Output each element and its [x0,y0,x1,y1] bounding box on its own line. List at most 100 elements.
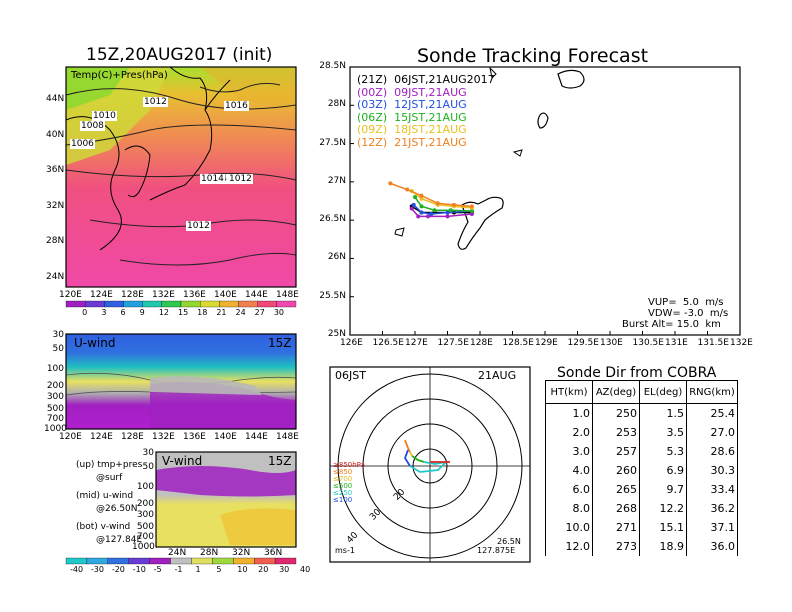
wind-colorbar-label: -10 [132,565,146,574]
hodograph [330,367,530,562]
temp-colorbar-label: 18 [197,308,208,317]
vwind-pres-label: 200 [136,499,154,509]
pressure-label: 1010 [92,111,117,121]
wind-colorbar-label: -40 [70,565,84,574]
temp-colorbar-segment [257,300,277,308]
map-lat-label: 44N [46,94,65,104]
wind-colorbar-segment [254,557,276,565]
temp-colorbar-label: 30 [273,308,285,317]
track-point [445,214,450,219]
cobra-row: 3.0 257 5.3 28.6 [545,442,738,461]
uwind-pres-label: 1000 [44,424,67,434]
temp-colorbar-segment [238,300,258,308]
map-lon-label: 124E [90,290,113,300]
hodo-trace-segment [409,451,413,457]
hodo-time: 06JST [335,369,366,382]
tracking-lon-label: 126.5E [372,338,404,348]
uwind-pres-label: 700 [46,414,64,424]
vwind-pres-label: 50 [142,462,154,472]
legend-mid-2: @26.50N [96,504,138,514]
cobra-cell: 265 [592,480,640,499]
track-point [388,181,393,186]
temp-colorbar-segment [85,300,105,308]
uwind-lon-label: 128E [121,432,144,442]
hodo-trace-segment [411,455,425,463]
uwind-time: 15Z [268,336,292,350]
cobra-cell: 257 [592,442,640,461]
cobra-cell: 12.2 [639,499,687,518]
legend-mid-1: (mid) u-wind [76,491,134,501]
track-point [429,212,434,217]
map-lon-label: 128E [121,290,144,300]
track-point [469,208,474,213]
cobra-cell: 36.0 [686,537,738,556]
pressure-label: 1008 [80,121,105,131]
cobra-cell: 5.3 [639,442,687,461]
wind-colorbar-label: -5 [153,565,162,574]
tracking-legend-entry: (06Z) 15JST,21AUG [357,110,467,124]
uwind-lon-label: 132E [152,432,175,442]
cobra-cell: 30.3 [686,461,738,480]
tracking-lon-label: 128.5E [502,338,534,348]
map-lon-label: 136E [183,290,206,300]
legend-bot-2: @127.84E [96,535,143,545]
map-field-label: Temp(C)+Pres(hPa) [71,70,168,81]
cobra-row: 8.0 268 12.2 36.2 [545,499,738,518]
cobra-header: RNG(km) [686,380,738,404]
hodo-legend-entry: ≥850hPa [333,461,365,469]
tracking-lat-label: 25N [327,329,346,339]
wind-colorbar-label: 10 [237,565,248,574]
track-point [409,206,414,211]
cobra-cell: 260 [592,461,640,480]
track-point [405,187,410,192]
param-burst: Burst Alt= 15.0 km [622,319,721,330]
tracking-lon-label: 130.5E [632,338,664,348]
temp-colorbar-segment [276,300,297,308]
track-point [419,210,424,215]
cobra-table-wrap: HT(km) AZ(deg) EL(deg) RNG(km) 1.0 250 1.5 25.… [545,380,738,556]
cobra-cell: 3.0 [545,442,593,461]
hodo-legend-entry: ≤500 [333,482,353,490]
wind-colorbar-segment [86,557,108,565]
hodo-trace-segment [404,439,411,453]
wind-colorbar-segment [233,557,255,565]
temp-colorbar-segment [123,300,143,308]
tracking-lon-label: 131.5E [697,338,729,348]
map-lat-label: 36N [46,165,65,175]
cobra-cell: 253 [592,423,640,442]
map-lon-label: 148E [276,290,299,300]
map-lat-label: 24N [46,271,65,282]
pressure-label: 1014 [200,174,225,184]
legend-up-1: (up) tmp+pres [76,460,143,470]
map-lon-label: 140E [214,290,237,300]
wind-colorbar-label: 5 [216,565,222,574]
cobra-table: HT(km) AZ(deg) EL(deg) RNG(km) 1.0 250 1.5 25.… [545,380,738,556]
hodo-lat: 26.5N [497,537,521,546]
temp-colorbar-label: 21 [216,308,227,317]
vwind-label: V-wind [162,454,203,468]
wind-colorbar-segment [191,557,213,565]
track-point [469,204,474,209]
tracking-lon-label: 127E [405,338,428,348]
wind-colorbar [65,557,297,565]
tracking-lat-label: 26.5N [319,214,346,225]
temp-colorbar-segment [104,300,124,308]
wind-colorbar-label: 1 [195,565,201,574]
hodo-legend-entry: ≤250 [333,489,353,497]
temperature-colorbar [65,300,297,308]
cobra-cell: 8.0 [545,499,593,518]
cobra-row: 6.0 265 9.7 33.4 [545,480,738,499]
legend-up-2: @surf [96,473,123,483]
wind-colorbar-label: 40 [300,565,311,574]
vwind-lat-label: 28N [200,548,219,558]
temp-colorbar-label: 0 [82,308,88,317]
uwind-pres-label: 100 [46,364,64,374]
tracking-lon-label: 132E [730,338,753,348]
vwind-pres-label: 100 [136,482,154,492]
uwind-pres-label: 500 [46,404,64,414]
temp-colorbar-segment [200,300,220,308]
tracking-lat-label: 28N [327,99,346,110]
vwind-pres-label: 700 [136,532,154,542]
map-lon-label: 120E [59,290,82,300]
